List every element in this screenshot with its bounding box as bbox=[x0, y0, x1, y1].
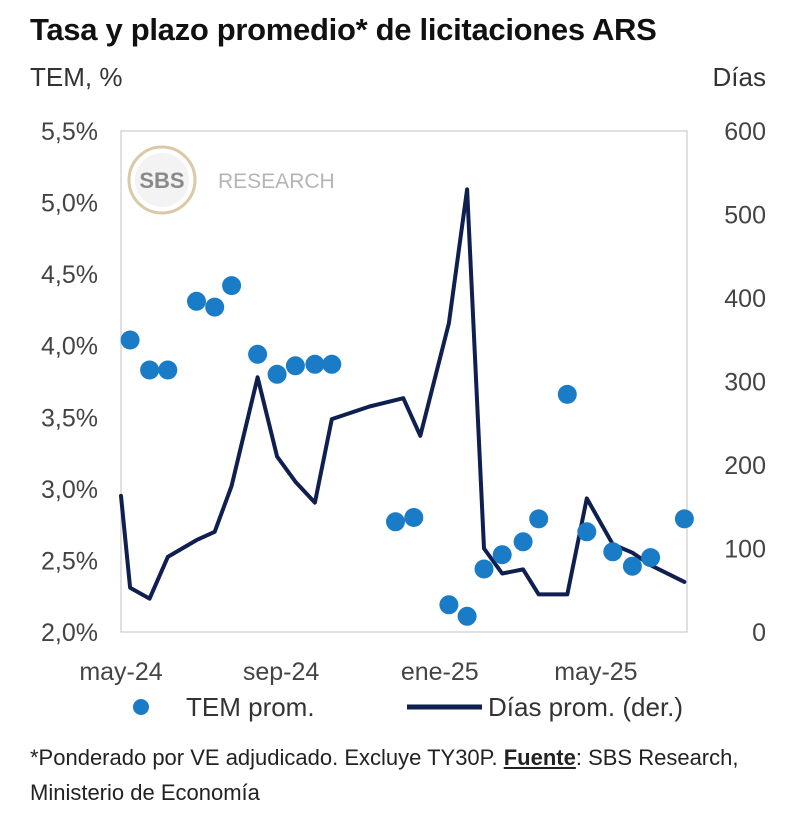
tem-point bbox=[222, 276, 242, 296]
dias-line-layer bbox=[119, 187, 687, 601]
tem-point bbox=[120, 330, 140, 350]
x-tick-label: may-24 bbox=[79, 658, 162, 686]
left-tick-label: 5,5% bbox=[41, 118, 98, 146]
x-tick-label: sep-24 bbox=[243, 658, 320, 686]
tem-point bbox=[641, 548, 661, 568]
tem-point bbox=[513, 532, 533, 552]
left-tick-label: 2,5% bbox=[41, 547, 98, 575]
tem-point bbox=[557, 384, 577, 404]
right-tick-label: 600 bbox=[724, 118, 766, 146]
tem-point bbox=[322, 354, 342, 374]
x-tick-label: ene-25 bbox=[401, 658, 479, 686]
left-tick-label: 4,0% bbox=[41, 333, 98, 361]
tem-point bbox=[457, 606, 477, 626]
tem-point bbox=[439, 595, 459, 615]
left-tick-label: 3,0% bbox=[41, 476, 98, 504]
chart-canvas: SBS RESEARCH 5,5% 5,0% 4,5% 4,0% 3,5% 3,0% 2,5… bbox=[41, 118, 766, 722]
tem-point bbox=[386, 512, 405, 532]
tem-point bbox=[285, 356, 305, 376]
right-tick-label: 300 bbox=[724, 369, 766, 397]
footnote: *Ponderado por VE adjudicado. Excluye TY… bbox=[30, 740, 770, 810]
tem-point bbox=[577, 522, 597, 542]
watermark-text: RESEARCH bbox=[218, 170, 335, 193]
right-axis-ticks: 600 500 400 300 200 100 0 bbox=[724, 118, 766, 647]
left-tick-label: 5,0% bbox=[41, 190, 98, 218]
legend: TEM prom. Días prom. (der.) bbox=[133, 692, 683, 722]
tem-point bbox=[305, 354, 325, 374]
tem-point bbox=[474, 559, 494, 579]
tem-dots-layer bbox=[120, 276, 694, 626]
legend-tem-marker bbox=[133, 699, 149, 715]
tem-point bbox=[158, 360, 178, 380]
tem-point bbox=[404, 508, 424, 527]
plot-border bbox=[120, 130, 688, 633]
sbs-watermark: SBS RESEARCH bbox=[127, 145, 335, 215]
right-tick-label: 500 bbox=[724, 202, 766, 230]
tem-point bbox=[603, 542, 623, 562]
left-axis-ticks: 5,5% 5,0% 4,5% 4,0% 3,5% 3,0% 2,5% 2,0% bbox=[41, 118, 98, 647]
footnote-source-label: Fuente bbox=[503, 745, 576, 770]
right-tick-label: 400 bbox=[724, 285, 766, 313]
tem-point bbox=[492, 545, 512, 565]
left-tick-label: 2,0% bbox=[41, 619, 98, 647]
left-tick-label: 3,5% bbox=[41, 404, 98, 432]
tem-point bbox=[622, 556, 642, 576]
left-tick-label: 4,5% bbox=[41, 261, 98, 289]
tem-point bbox=[674, 509, 694, 529]
right-tick-label: 100 bbox=[724, 536, 766, 564]
plot-frame bbox=[120, 130, 688, 633]
legend-tem-label: TEM prom. bbox=[186, 692, 315, 722]
x-axis-ticks: may-24 sep-24 ene-25 may-25 bbox=[79, 658, 637, 686]
tem-point bbox=[267, 364, 287, 384]
right-tick-label: 0 bbox=[752, 619, 766, 647]
legend-dias-label: Días prom. (der.) bbox=[488, 692, 683, 722]
tem-point bbox=[248, 344, 268, 364]
chart-title: Tasa y plazo promedio* de licitaciones A… bbox=[30, 12, 657, 47]
right-axis-label: Días bbox=[712, 62, 766, 92]
footnote-source-text: : SBS Research, Ministerio de Economía bbox=[30, 745, 739, 805]
tem-point bbox=[187, 291, 206, 311]
watermark-logo-fill bbox=[135, 153, 189, 207]
x-tick-label: may-25 bbox=[554, 658, 637, 686]
right-tick-label: 200 bbox=[724, 452, 766, 480]
footnote-text: *Ponderado por VE adjudicado. Excluye TY… bbox=[30, 745, 504, 770]
watermark-logo-text: SBS bbox=[139, 168, 184, 193]
tem-point bbox=[140, 360, 160, 380]
dias-prom-line bbox=[119, 187, 687, 601]
tem-point bbox=[205, 297, 225, 317]
tem-point bbox=[529, 509, 549, 529]
left-axis-label: TEM, % bbox=[30, 62, 123, 92]
